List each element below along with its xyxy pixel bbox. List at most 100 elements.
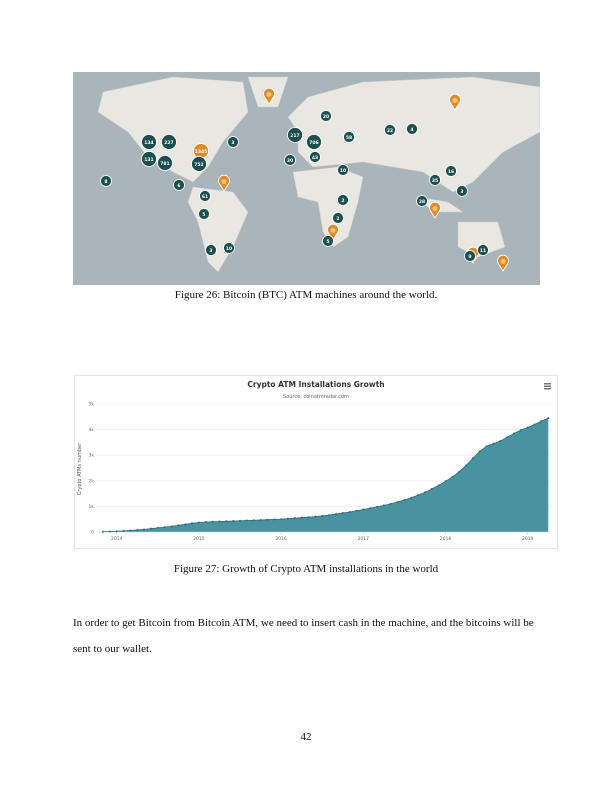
chart-subtitle: Source: coinatmradar.com [283, 394, 349, 400]
cluster-label: 11 [480, 248, 486, 254]
point [485, 445, 488, 448]
point [458, 470, 461, 473]
cluster-label: 30 [287, 158, 293, 164]
cluster-marker [205, 244, 217, 256]
y-tick-label: 3k [89, 453, 95, 459]
cluster-marker [198, 208, 210, 220]
cluster-marker [284, 154, 296, 166]
point [471, 457, 474, 460]
point [314, 515, 317, 518]
cluster-label: 58 [346, 135, 352, 141]
y-axis-label: Crypto ATMs number [77, 442, 83, 495]
cluster-label: 227 [164, 140, 173, 146]
point [396, 501, 399, 504]
cluster-label: 1345 [195, 149, 208, 155]
chart-title: Crypto ATM Installations Growth [247, 380, 384, 389]
point [136, 528, 139, 531]
point [423, 491, 426, 494]
cluster-marker [406, 123, 418, 135]
point [341, 512, 344, 515]
point [273, 518, 276, 521]
x-tick-label: 2014 [111, 536, 123, 542]
cluster-label: 4 [410, 127, 413, 133]
cluster-marker [464, 250, 476, 262]
point [547, 417, 550, 420]
cluster-label: 10 [226, 246, 232, 252]
point [115, 530, 118, 533]
point [451, 475, 454, 478]
cluster-label: 22 [387, 128, 393, 134]
cluster-label: 10 [340, 168, 346, 174]
point [417, 494, 420, 497]
point [245, 519, 248, 522]
cluster-marker [332, 212, 344, 224]
point [526, 426, 529, 429]
point [259, 518, 262, 521]
y-tick-label: 0 [91, 530, 94, 536]
pin-dot [266, 92, 272, 97]
caption: Figure 26: Bitcoin (BTC) ATM machines ar… [174, 289, 438, 301]
x-tick-label: 2018 [440, 536, 452, 542]
cluster-marker [343, 131, 355, 143]
line [102, 417, 549, 533]
point [321, 514, 324, 517]
point [266, 518, 269, 521]
point [533, 423, 536, 426]
cluster-label: 8 [104, 179, 107, 185]
point [163, 526, 166, 529]
area [103, 418, 549, 532]
point [232, 519, 235, 522]
pin-dot [221, 179, 227, 184]
point [197, 521, 200, 524]
cluster-marker [157, 155, 173, 171]
cluster-label: 781 [160, 161, 169, 167]
cluster-marker [227, 136, 239, 148]
point [403, 499, 406, 501]
point [218, 520, 221, 523]
point [170, 525, 173, 528]
x-tick-label: 2015 [193, 536, 205, 542]
point [143, 528, 146, 531]
point [478, 450, 481, 453]
cluster-marker [100, 175, 112, 187]
cluster-label: 2 [341, 198, 344, 204]
cluster-label: 5 [326, 239, 329, 245]
point [362, 508, 365, 511]
cluster-label: 16 [448, 169, 454, 175]
cluster-label: 3 [231, 140, 234, 146]
cluster-label: 131 [144, 157, 153, 163]
point [149, 527, 152, 530]
cluster-marker [287, 127, 303, 143]
cluster-label: 217 [290, 133, 299, 139]
cluster-label: 3 [460, 189, 463, 195]
point [211, 520, 214, 523]
y-tick-label: 1k [89, 504, 95, 510]
cluster-label: 43 [312, 155, 318, 161]
menu-icon[interactable] [544, 383, 551, 390]
cluster-label: 9 [468, 254, 471, 260]
pin-dot [452, 98, 458, 103]
point [492, 442, 495, 445]
point [410, 496, 413, 499]
point [437, 484, 440, 487]
point [382, 504, 385, 507]
point [506, 436, 509, 439]
point [334, 513, 337, 516]
y-tick-label: 5k [89, 402, 95, 408]
page-number: 42 [300, 731, 312, 743]
point [430, 487, 433, 490]
cluster-label: 61 [202, 194, 208, 200]
cluster-marker [173, 179, 185, 191]
cluster-label: 2 [336, 216, 339, 222]
point [376, 505, 378, 508]
cluster-label: 6 [177, 183, 180, 189]
y-tick-label: 2k [89, 478, 95, 484]
x-tick-label: 2019 [522, 536, 534, 542]
point [519, 429, 522, 432]
point [204, 521, 207, 524]
point [444, 480, 447, 483]
cluster-marker [384, 124, 396, 136]
cluster-label: 3 [209, 248, 212, 254]
